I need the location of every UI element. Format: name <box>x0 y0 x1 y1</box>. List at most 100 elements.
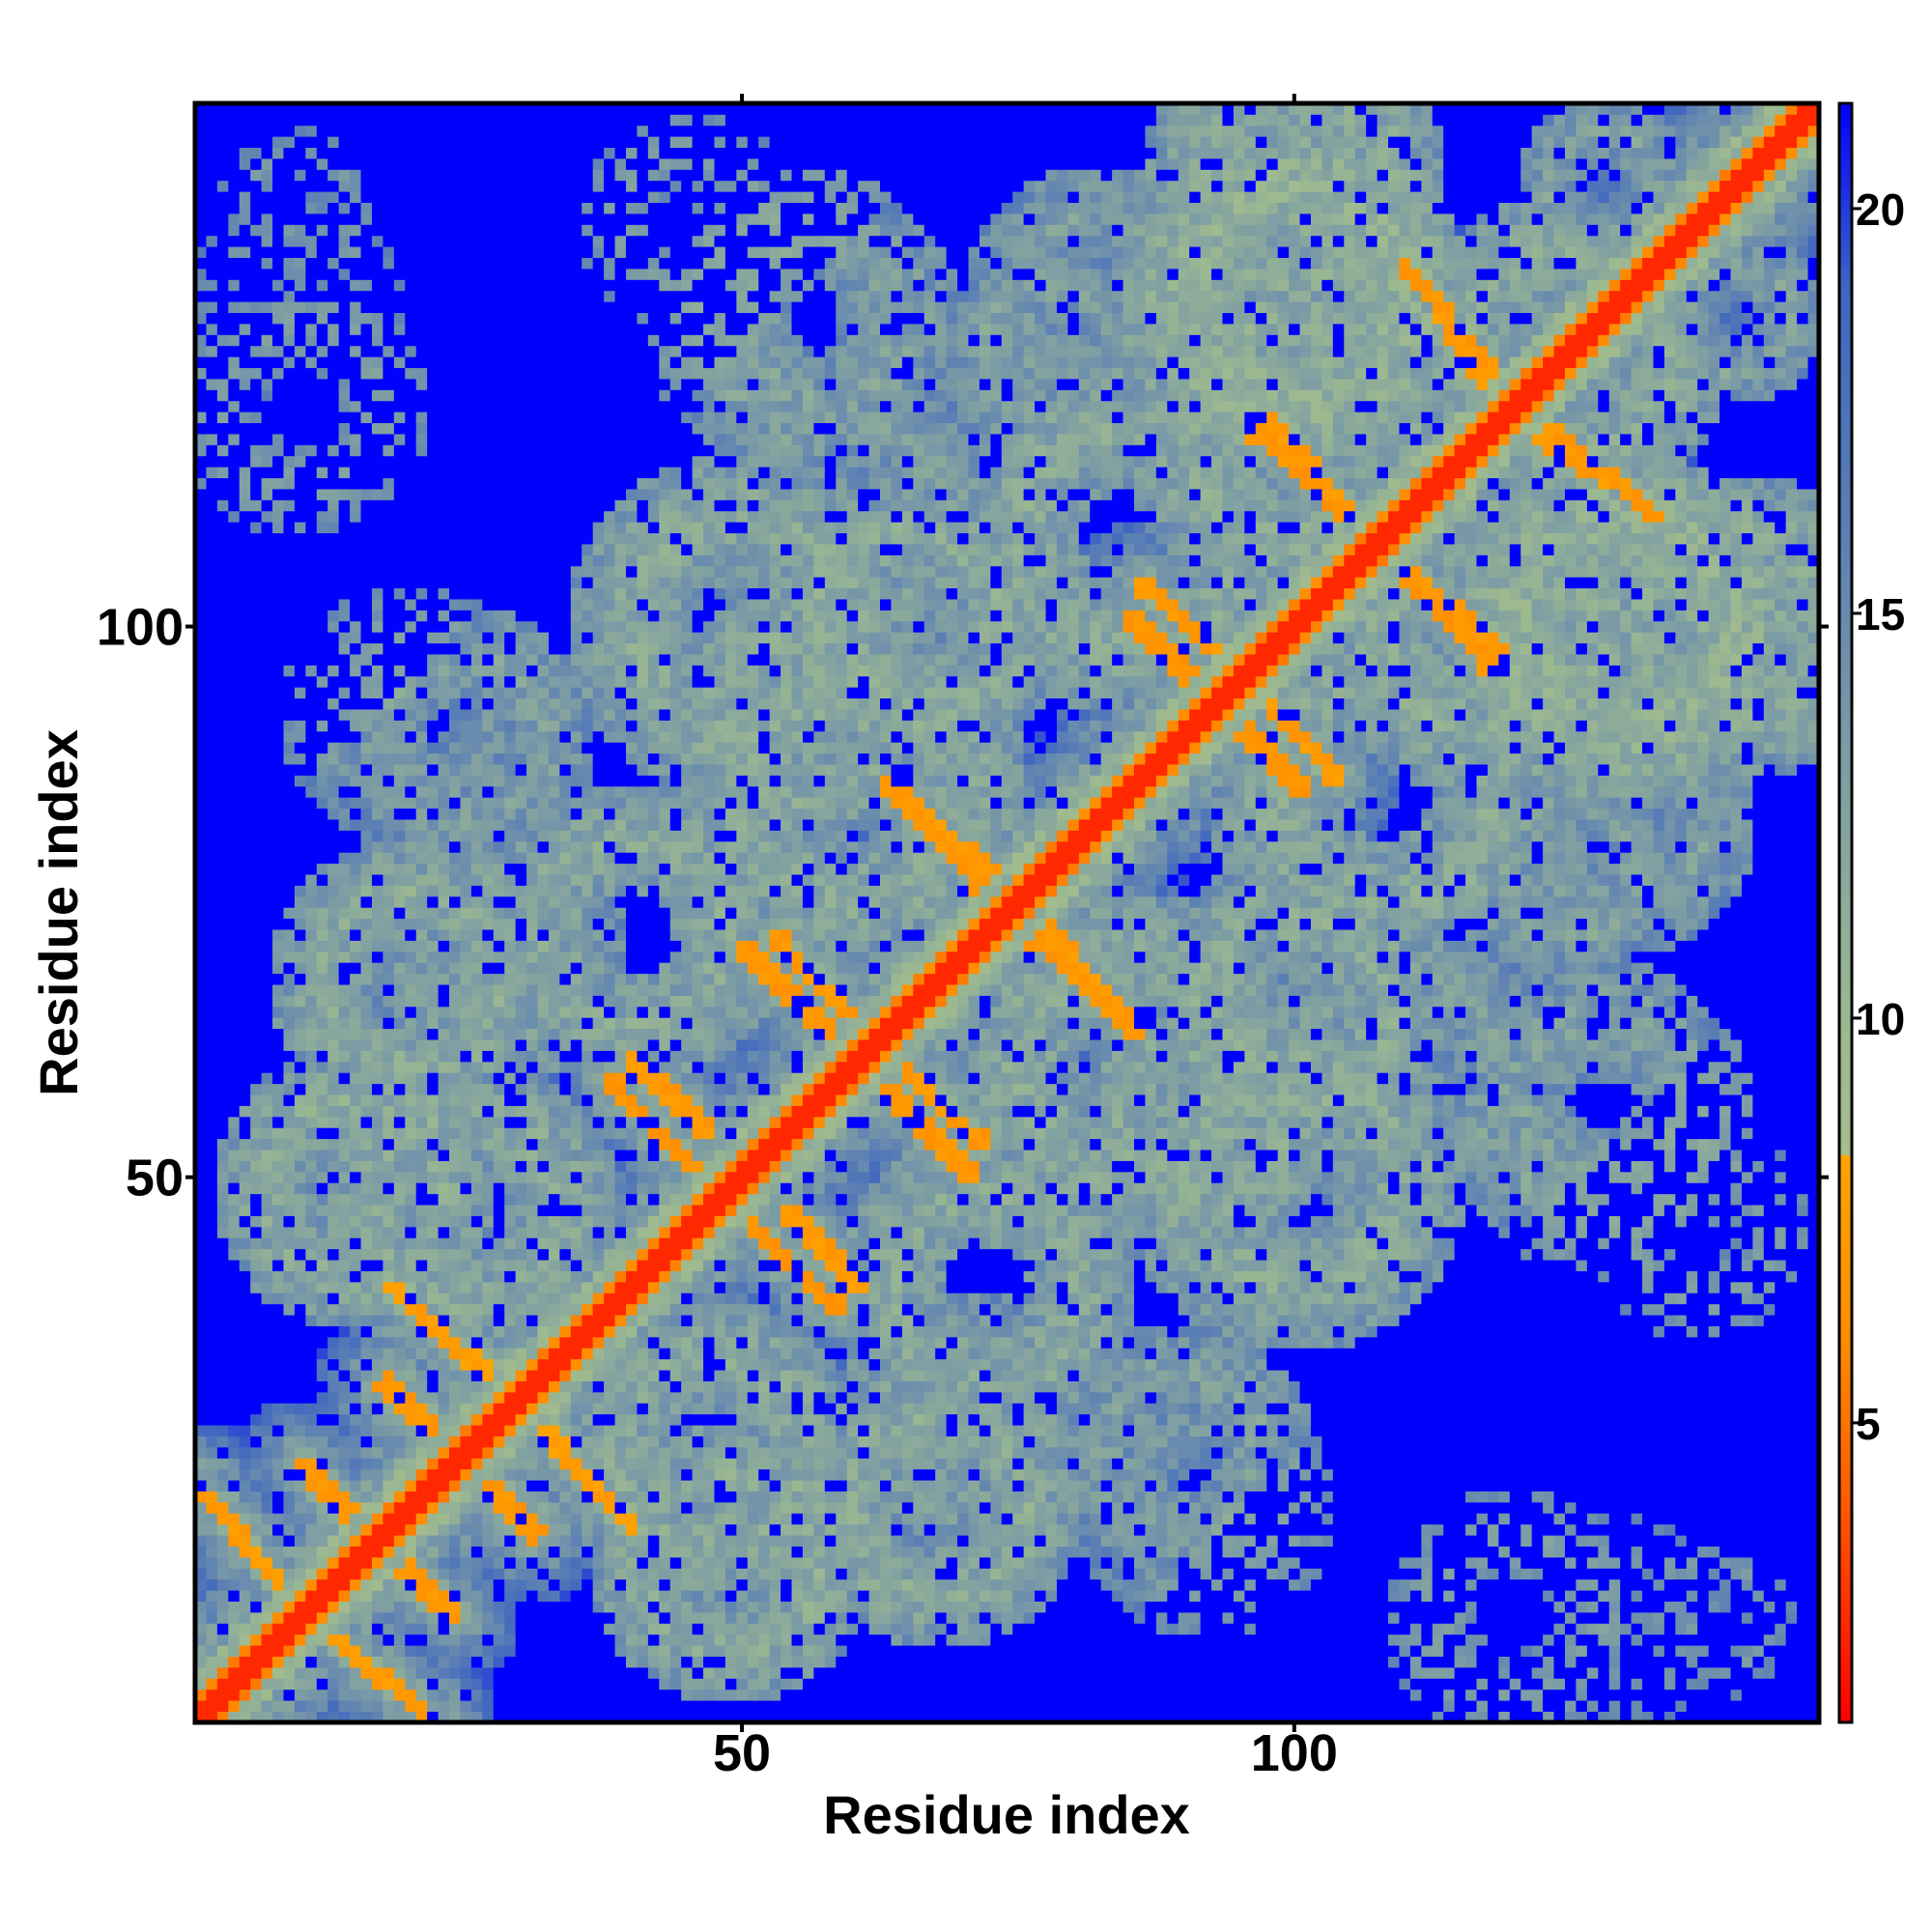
heatmap-cell <box>240 1227 251 1238</box>
heatmap-cell <box>272 1513 284 1524</box>
heatmap-cell <box>283 1315 295 1326</box>
heatmap-cell <box>305 819 317 831</box>
heatmap-cell <box>217 665 229 676</box>
heatmap-cell <box>206 1590 217 1602</box>
heatmap-cell <box>272 775 284 786</box>
heatmap-cell <box>217 1524 229 1536</box>
heatmap-cell <box>228 1106 240 1118</box>
heatmap-cell <box>240 621 251 633</box>
heatmap-cell <box>305 1182 317 1194</box>
heatmap-cell <box>295 291 306 302</box>
heatmap-cell <box>262 334 273 346</box>
heatmap-cell <box>250 1634 262 1646</box>
heatmap-cell <box>228 279 240 291</box>
heatmap-cell <box>228 499 240 511</box>
heatmap-cell <box>295 533 306 545</box>
heatmap-cell <box>305 841 317 853</box>
heatmap-cell <box>283 456 295 468</box>
heatmap-cell <box>283 423 295 435</box>
heatmap-cell <box>228 533 240 545</box>
heatmap-cell <box>262 1700 273 1712</box>
heatmap-cell <box>283 886 295 897</box>
heatmap-cell <box>262 1293 273 1304</box>
heatmap-cell <box>228 852 240 864</box>
heatmap-cell <box>272 698 284 710</box>
heatmap-cell <box>250 1139 262 1151</box>
heatmap-cell <box>250 919 262 930</box>
heatmap-cell <box>305 1271 317 1283</box>
heatmap-cell <box>217 291 229 302</box>
heatmap-cell <box>317 1700 328 1712</box>
heatmap-cell <box>228 830 240 841</box>
heatmap-cell <box>272 742 284 753</box>
heatmap-cell <box>206 544 217 555</box>
heatmap-cell <box>283 588 295 600</box>
heatmap-cell <box>272 643 284 655</box>
heatmap-cell <box>228 1579 240 1591</box>
heatmap-cell <box>295 158 306 170</box>
heatmap-cell <box>228 224 240 236</box>
heatmap-cell <box>305 1414 317 1426</box>
heatmap-cell <box>262 577 273 588</box>
heatmap-cell <box>272 1282 284 1293</box>
heatmap-cell <box>272 1150 284 1161</box>
heatmap-cell <box>283 1348 295 1359</box>
heatmap-cell <box>262 621 273 633</box>
heatmap-cell <box>240 1645 251 1657</box>
heatmap-cell <box>262 952 273 963</box>
heatmap-cell <box>250 544 262 555</box>
heatmap-cell <box>295 1678 306 1690</box>
heatmap-cell <box>250 819 262 831</box>
heatmap-cell <box>250 1315 262 1326</box>
heatmap-cell <box>272 1127 284 1139</box>
heatmap-cell <box>217 742 229 753</box>
heatmap-cell <box>250 984 262 996</box>
heatmap-cell <box>217 1579 229 1591</box>
heatmap-cell <box>240 1182 251 1194</box>
heatmap-cell <box>295 1590 306 1602</box>
heatmap-cell <box>250 1084 262 1095</box>
heatmap-cell <box>217 258 229 270</box>
heatmap-cell <box>240 356 251 368</box>
heatmap-cell <box>262 1282 273 1293</box>
heatmap-cell <box>272 588 284 600</box>
heatmap-cell <box>250 511 262 523</box>
heatmap-cell <box>305 1602 317 1613</box>
heatmap-cell <box>217 554 229 566</box>
heatmap-cell <box>206 952 217 963</box>
heatmap-cell <box>272 1029 284 1040</box>
heatmap-cell <box>228 1370 240 1381</box>
heatmap-cell <box>283 236 295 247</box>
heatmap-cell <box>283 1535 295 1547</box>
heatmap-cell <box>295 1139 306 1151</box>
heatmap-cell <box>217 588 229 600</box>
heatmap-cell <box>240 1557 251 1569</box>
heatmap-cell <box>206 1657 217 1668</box>
heatmap-cell <box>262 1579 273 1591</box>
heatmap-cell <box>262 1458 273 1469</box>
heatmap-cell <box>240 1029 251 1040</box>
heatmap-cell <box>317 1557 328 1569</box>
heatmap-cell <box>305 258 317 270</box>
heatmap-cell <box>295 1492 306 1503</box>
heatmap-cell <box>240 952 251 963</box>
heatmap-cell <box>250 643 262 655</box>
heatmap-cell <box>240 1172 251 1183</box>
heatmap-cell <box>305 1690 317 1701</box>
heatmap-cell <box>206 467 217 478</box>
heatmap-cell <box>240 1469 251 1481</box>
heatmap-cell <box>206 356 217 368</box>
heatmap-cell <box>217 423 229 435</box>
heatmap-cell <box>206 1260 217 1271</box>
heatmap-cell <box>217 1194 229 1206</box>
heatmap-cell <box>217 1414 229 1426</box>
heatmap-cell <box>272 236 284 247</box>
heatmap-cell <box>206 1051 217 1063</box>
heatmap-cell <box>228 687 240 698</box>
heatmap-cell <box>250 962 262 974</box>
heatmap-cell <box>206 621 217 633</box>
heatmap-cell <box>262 1084 273 1095</box>
heatmap-cell <box>217 1348 229 1359</box>
heatmap-cell <box>272 313 284 325</box>
heatmap-cell <box>272 632 284 643</box>
